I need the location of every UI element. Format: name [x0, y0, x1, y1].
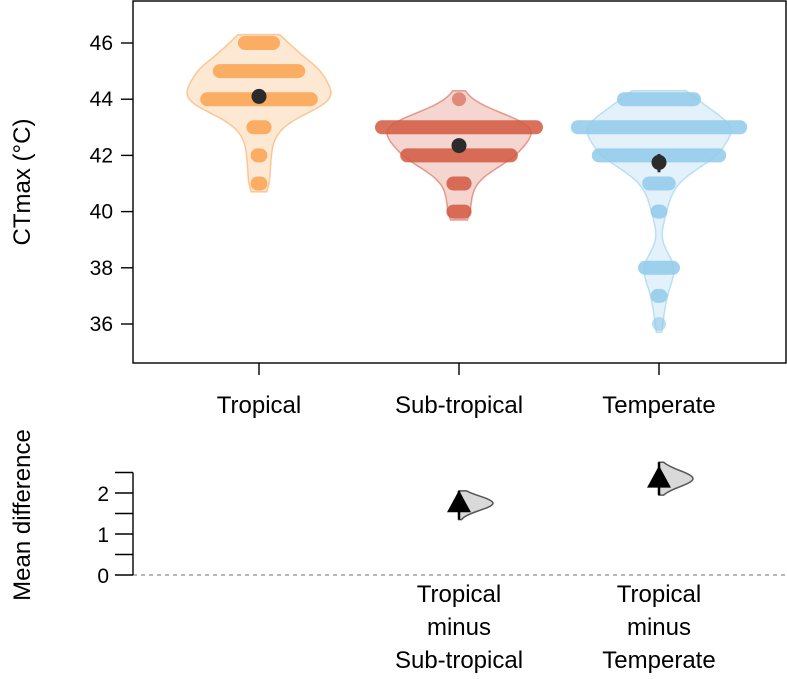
comparison-label-line: minus [427, 614, 491, 641]
violin-tropical [186, 33, 332, 193]
data-point-row [617, 92, 701, 107]
y-axis-title: CTmax (°C) [9, 119, 36, 246]
data-point-row [238, 36, 280, 50]
comparison-label-line: Tropical [617, 581, 701, 608]
comparison-labels: Tropical minus Sub-tropical Tropical minus Te… [395, 581, 716, 674]
mean-difference-panel: 0 1 2 Tropical minus Sub-tropical Tropical min… [9, 429, 786, 674]
difference-estimates [447, 461, 694, 521]
data-point-row [452, 92, 466, 107]
comparison-label-line: Tropical [417, 581, 501, 608]
data-point-row [638, 260, 680, 275]
data-point-row [650, 204, 668, 219]
y-tick-label: 36 [90, 313, 113, 336]
y-tick-label: 40 [90, 201, 113, 224]
x-tick-label: Temperate [602, 392, 715, 419]
data-point-row [642, 176, 676, 191]
data-point-row [650, 288, 668, 303]
ctmax-violin-panel: 36 38 40 42 44 46 Tropical Sub-tropical Tempera… [9, 0, 787, 419]
data-point-row [250, 176, 268, 191]
data-point-row [446, 204, 472, 219]
y-tick-label: 2 [97, 483, 109, 506]
comparison-label-line: Sub-tropical [395, 647, 523, 674]
mean-point [451, 138, 467, 154]
data-point-row [250, 148, 268, 163]
y-axis: 0 1 2 [97, 471, 134, 588]
mean-point [251, 88, 267, 104]
bootstrap-distribution [458, 490, 494, 521]
data-point-row [246, 120, 272, 135]
y-axis-title: Mean difference [9, 429, 36, 601]
data-point-row [446, 176, 472, 191]
y-tick-label: 44 [90, 88, 114, 111]
y-tick-label: 1 [97, 524, 109, 547]
mean-difference-marker [647, 465, 671, 488]
y-tick-label: 38 [90, 257, 113, 280]
comparison-label-line: Temperate [602, 647, 715, 674]
x-axis: Tropical Sub-tropical Temperate [217, 363, 716, 419]
data-point-row [570, 120, 748, 135]
data-point-row [212, 64, 306, 79]
y-axis: 36 38 40 42 44 46 [90, 32, 133, 336]
y-tick-label: 46 [90, 32, 113, 55]
violins [186, 33, 748, 334]
y-tick-label: 0 [97, 565, 109, 588]
mean-point [651, 154, 667, 170]
x-tick-label: Tropical [217, 392, 301, 419]
mean-difference-marker [447, 490, 471, 513]
x-tick-label: Sub-tropical [395, 392, 523, 419]
data-point-row [375, 120, 543, 135]
comparison-label-line: minus [627, 614, 691, 641]
data-point-row [652, 317, 666, 331]
data-point-row [400, 148, 518, 163]
y-tick-label: 42 [90, 144, 113, 167]
